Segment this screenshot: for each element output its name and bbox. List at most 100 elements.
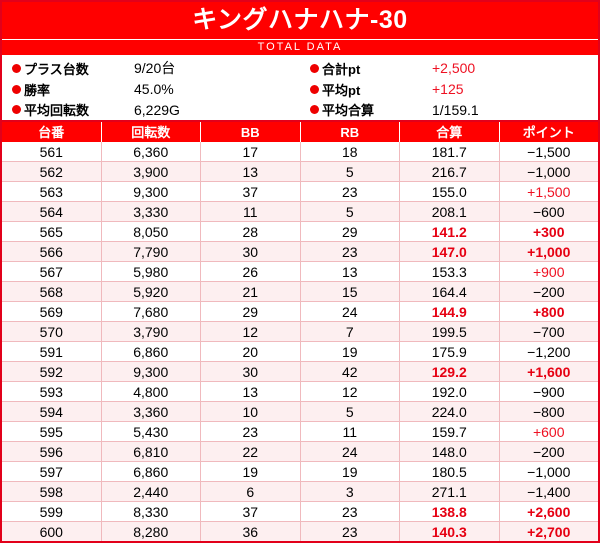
table-row[interactable]: 595 5,430 23 11 159.7 +600 [2,422,598,442]
table-row[interactable]: 568 5,920 21 15 164.4 −200 [2,282,598,302]
cell-bb: 19 [201,462,301,481]
summary-label-text: 勝率 [24,82,51,98]
table-row[interactable]: 594 3,360 10 5 224.0 −800 [2,402,598,422]
table-row[interactable]: 599 8,330 37 23 138.8 +2,600 [2,502,598,522]
cell-point: +900 [532,263,565,280]
summary-value: +2,500 [432,60,476,77]
cell-point: +1,000 [527,243,571,260]
cell-kaiten: 7,680 [102,302,201,321]
page-subtitle: TOTAL DATA [2,40,598,55]
cell-point: +2,700 [527,523,571,540]
summary-value: 9/20台 [134,60,176,77]
cell-kaiten: 8,050 [102,222,201,241]
page-title: キングハナハナ-30 [2,2,598,40]
summary-label: 合計pt [300,59,432,78]
cell-kaiten: 9,300 [102,362,201,381]
bullet-icon [12,63,21,73]
summary-label: プラス台数 [2,59,134,78]
cell-kaiten: 2,440 [102,482,201,501]
cell-daiban: 597 [2,462,102,481]
cell-bb: 22 [201,442,301,461]
summary-label: 平均合算 [300,100,432,119]
cell-rb: 5 [301,162,400,181]
table-row[interactable]: 600 8,280 36 23 140.3 +2,700 [2,522,598,541]
cell-bb: 29 [201,302,301,321]
summary-label: 平均回転数 [2,100,134,119]
cell-point: −1,000 [527,163,571,180]
column-header-4[interactable]: 合算 [400,122,500,142]
table-row[interactable]: 592 9,300 30 42 129.2 +1,600 [2,362,598,382]
cell-kaiten: 3,790 [102,322,201,341]
table-row[interactable]: 596 6,810 22 24 148.0 −200 [2,442,598,462]
table-row[interactable]: 563 9,300 37 23 155.0 +1,500 [2,182,598,202]
cell-rb: 13 [301,262,400,281]
table-row[interactable]: 569 7,680 29 24 144.9 +800 [2,302,598,322]
cell-bb: 13 [201,162,301,181]
column-header-3[interactable]: RB [301,122,400,142]
cell-bb: 11 [201,202,301,221]
table-row[interactable]: 562 3,900 13 5 216.7 −1,000 [2,162,598,182]
summary-row: 平均合算 1/159.1 [300,99,598,120]
bullet-icon [12,84,21,94]
cell-gousan: 175.9 [400,342,500,361]
cell-bb: 20 [201,342,301,361]
cell-kaiten: 6,860 [102,462,201,481]
cell-bb: 28 [201,222,301,241]
summary-value: 45.0% [134,81,174,97]
cell-bb: 30 [201,242,301,261]
cell-bb: 12 [201,322,301,341]
table-header-row: 台番 回転数 BB RB 合算 ポイント [2,122,598,142]
cell-point: +1,500 [527,183,571,200]
table-row[interactable]: 561 6,360 17 18 181.7 −1,500 [2,142,598,162]
cell-rb: 24 [301,302,400,321]
cell-kaiten: 3,330 [102,202,201,221]
column-header-5[interactable]: ポイント [522,124,575,140]
cell-kaiten: 8,280 [102,522,201,541]
table-row[interactable]: 566 7,790 30 23 147.0 +1,000 [2,242,598,262]
cell-point: −200 [532,443,565,460]
bullet-icon [310,63,319,73]
cell-daiban: 563 [2,182,102,201]
cell-rb: 29 [301,222,400,241]
column-header-0[interactable]: 台番 [2,122,102,142]
cell-kaiten: 5,920 [102,282,201,301]
table-row[interactable]: 597 6,860 19 19 180.5 −1,000 [2,462,598,482]
cell-gousan: 129.2 [400,362,500,381]
cell-rb: 42 [301,362,400,381]
table-row[interactable]: 591 6,860 20 19 175.9 −1,200 [2,342,598,362]
cell-gousan: 180.5 [400,462,500,481]
cell-gousan: 138.8 [400,502,500,521]
table-row[interactable]: 564 3,330 11 5 208.1 −600 [2,202,598,222]
cell-daiban: 569 [2,302,102,321]
cell-bb: 23 [201,422,301,441]
cell-kaiten: 5,980 [102,262,201,281]
cell-kaiten: 7,790 [102,242,201,261]
table-row[interactable]: 567 5,980 26 13 153.3 +900 [2,262,598,282]
table-row[interactable]: 593 4,800 13 12 192.0 −900 [2,382,598,402]
summary-label-text: 合計pt [322,61,361,77]
cell-rb: 23 [301,242,400,261]
cell-gousan: 271.1 [400,482,500,501]
cell-point: −1,500 [527,143,571,160]
column-header-2[interactable]: BB [201,122,301,142]
table-row[interactable]: 565 8,050 28 29 141.2 +300 [2,222,598,242]
cell-bb: 37 [201,502,301,521]
cell-daiban: 594 [2,402,102,421]
cell-gousan: 164.4 [400,282,500,301]
machine-data-table: 台番 回転数 BB RB 合算 ポイント 561 6,360 17 18 181.7 −1,500 5… [2,122,598,541]
table-row[interactable]: 570 3,790 12 7 199.5 −700 [2,322,598,342]
table-row[interactable]: 598 2,440 6 3 271.1 −1,400 [2,482,598,502]
summary-label-text: 平均合算 [322,103,375,119]
summary-value: 6,229G [134,101,180,118]
column-header-1[interactable]: 回転数 [102,122,201,142]
cell-rb: 12 [301,382,400,401]
table-body: 561 6,360 17 18 181.7 −1,500 562 3,900 13 5 216.7−… [2,142,598,541]
cell-daiban: 591 [2,342,102,361]
summary-row: 合計pt +2,500 [300,58,598,79]
cell-point: +600 [532,423,565,440]
summary-label-text: 平均回転数 [24,103,90,119]
cell-daiban: 570 [2,322,102,341]
bullet-icon [12,105,21,115]
bullet-icon [310,84,319,94]
